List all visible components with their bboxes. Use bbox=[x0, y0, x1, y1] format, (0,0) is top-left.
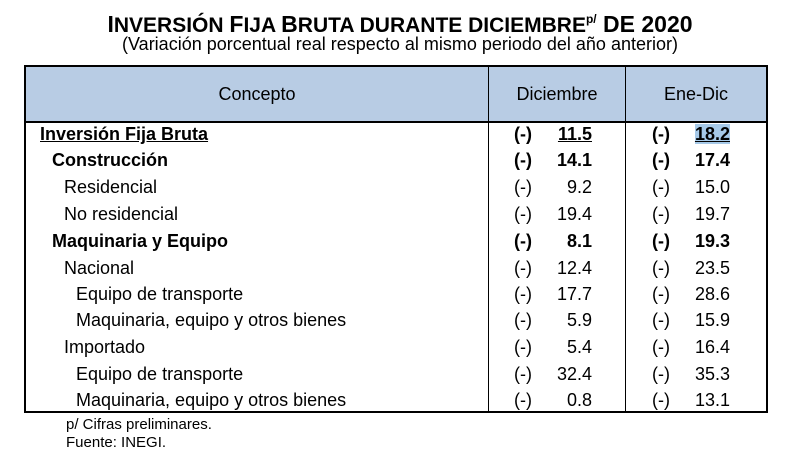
ene-dic-value: 13.1 bbox=[694, 390, 730, 410]
diciembre-value: 17.7 bbox=[556, 284, 592, 304]
header-diciembre: Diciembre bbox=[516, 84, 598, 104]
ene-dic-value: 15.9 bbox=[694, 310, 730, 330]
row-label: No residencial bbox=[64, 204, 179, 224]
ene-dic-value: 28.6 bbox=[694, 284, 730, 304]
table-header: Concepto Diciembre Ene-Dic bbox=[26, 67, 766, 123]
ene-dic-sign: (-) bbox=[652, 124, 670, 144]
ene-dic-value: 23.5 bbox=[694, 258, 730, 278]
table-row: No residencial (-) 19.4 (-) 19.7 bbox=[26, 201, 766, 228]
row-label: Equipo de transporte bbox=[76, 364, 244, 384]
ene-dic-sign: (-) bbox=[652, 231, 670, 251]
table-row: Importado (-) 5.4 (-) 16.4 bbox=[26, 334, 766, 361]
title-part: RUTA DURANTE DICIEMBRE bbox=[297, 14, 586, 37]
ene-dic-sign: (-) bbox=[652, 204, 670, 224]
diciembre-value: 0.8 bbox=[566, 390, 592, 410]
diciembre-value: 11.5 bbox=[557, 124, 592, 144]
diciembre-sign: (-) bbox=[514, 124, 532, 144]
row-label: Inversión Fija Bruta bbox=[40, 124, 209, 144]
diciembre-sign: (-) bbox=[514, 364, 532, 384]
column-divider bbox=[488, 67, 489, 411]
title-part: F bbox=[229, 11, 244, 37]
column-divider bbox=[625, 67, 626, 411]
ene-dic-value: 17.4 bbox=[694, 150, 730, 170]
diciembre-sign: (-) bbox=[514, 204, 532, 224]
title-part: DE 2020 bbox=[596, 11, 693, 37]
row-label: Maquinaria, equipo y otros bienes bbox=[76, 310, 347, 330]
diciembre-sign: (-) bbox=[514, 284, 532, 304]
table-notes: p/ Cifras preliminares. Fuente: INEGI. bbox=[66, 416, 212, 452]
diciembre-value: 8.1 bbox=[566, 231, 592, 251]
note-preliminary: p/ Cifras preliminares. bbox=[66, 416, 212, 433]
diciembre-sign: (-) bbox=[514, 258, 532, 278]
diciembre-sign: (-) bbox=[514, 390, 532, 410]
diciembre-value: 5.4 bbox=[566, 337, 592, 357]
diciembre-sign: (-) bbox=[514, 150, 532, 170]
table-row: Construcción (-) 14.1 (-) 17.4 bbox=[26, 147, 766, 174]
ene-dic-value: 35.3 bbox=[694, 364, 730, 384]
diciembre-sign: (-) bbox=[514, 231, 532, 251]
note-source: Fuente: INEGI. bbox=[66, 434, 167, 451]
header-concepto: Concepto bbox=[218, 84, 296, 104]
ene-dic-sign: (-) bbox=[652, 258, 670, 278]
title-part: B bbox=[281, 11, 298, 37]
title-superscript: p/ bbox=[585, 12, 597, 26]
diciembre-value: 12.4 bbox=[556, 258, 592, 278]
ene-dic-sign: (-) bbox=[652, 390, 670, 410]
diciembre-value: 19.4 bbox=[556, 204, 592, 224]
table-subtitle: (Variación porcentual real respecto al m… bbox=[122, 34, 678, 54]
header-ene-dic: Ene-Dic bbox=[663, 84, 729, 104]
ene-dic-sign: (-) bbox=[652, 364, 670, 384]
diciembre-sign: (-) bbox=[514, 310, 532, 330]
title-part: NVERSIÓN bbox=[113, 14, 230, 37]
ene-dic-sign: (-) bbox=[652, 310, 670, 330]
title-part: I bbox=[107, 11, 114, 37]
table-row: Maquinaria y Equipo (-) 8.1 (-) 19.3 bbox=[26, 228, 766, 255]
ene-dic-sign: (-) bbox=[652, 150, 670, 170]
data-table: Concepto Diciembre Ene-Dic Inversión Fij… bbox=[24, 65, 768, 413]
diciembre-value: 32.4 bbox=[556, 364, 592, 384]
table-row: Maquinaria, equipo y otros bienes (-) 0.8 (… bbox=[26, 387, 766, 414]
diciembre-value: 5.9 bbox=[566, 310, 592, 330]
ene-dic-value: 19.3 bbox=[694, 231, 730, 251]
table-row: Equipo de transporte (-) 32.4 (-) 35.3 bbox=[26, 361, 766, 388]
ene-dic-value: 18.2 bbox=[694, 124, 730, 144]
table-row: Equipo de transporte (-) 17.7 (-) 28.6 bbox=[26, 281, 766, 308]
ene-dic-sign: (-) bbox=[652, 284, 670, 304]
table-row: Nacional (-) 12.4 (-) 23.5 bbox=[26, 255, 766, 282]
title-part: IJA bbox=[243, 14, 282, 37]
diciembre-value: 9.2 bbox=[566, 177, 592, 197]
ene-dic-sign: (-) bbox=[652, 337, 670, 357]
row-label: Residencial bbox=[64, 177, 158, 197]
table-title: INVERSIÓN FIJA BRUTA DURANTE DICIEMBREp/… bbox=[0, 6, 800, 39]
diciembre-value: 14.1 bbox=[556, 150, 592, 170]
diciembre-sign: (-) bbox=[514, 177, 532, 197]
row-label: Nacional bbox=[64, 258, 135, 278]
row-label: Construcción bbox=[52, 150, 169, 170]
row-label: Equipo de transporte bbox=[76, 284, 244, 304]
ene-dic-value: 19.7 bbox=[694, 204, 730, 224]
ene-dic-sign: (-) bbox=[652, 177, 670, 197]
row-label: Maquinaria, equipo y otros bienes bbox=[76, 390, 347, 410]
ene-dic-value: 15.0 bbox=[694, 177, 730, 197]
table-row: Residencial (-) 9.2 (-) 15.0 bbox=[26, 174, 766, 201]
row-label: Importado bbox=[64, 337, 146, 357]
table-row: Maquinaria, equipo y otros bienes (-) 5.9 (… bbox=[26, 307, 766, 334]
ene-dic-value: 16.4 bbox=[694, 337, 730, 357]
table-row: Inversión Fija Bruta (-) 11.5 (-) 18.2 bbox=[26, 121, 766, 148]
diciembre-sign: (-) bbox=[514, 337, 532, 357]
row-label: Maquinaria y Equipo bbox=[52, 231, 229, 251]
